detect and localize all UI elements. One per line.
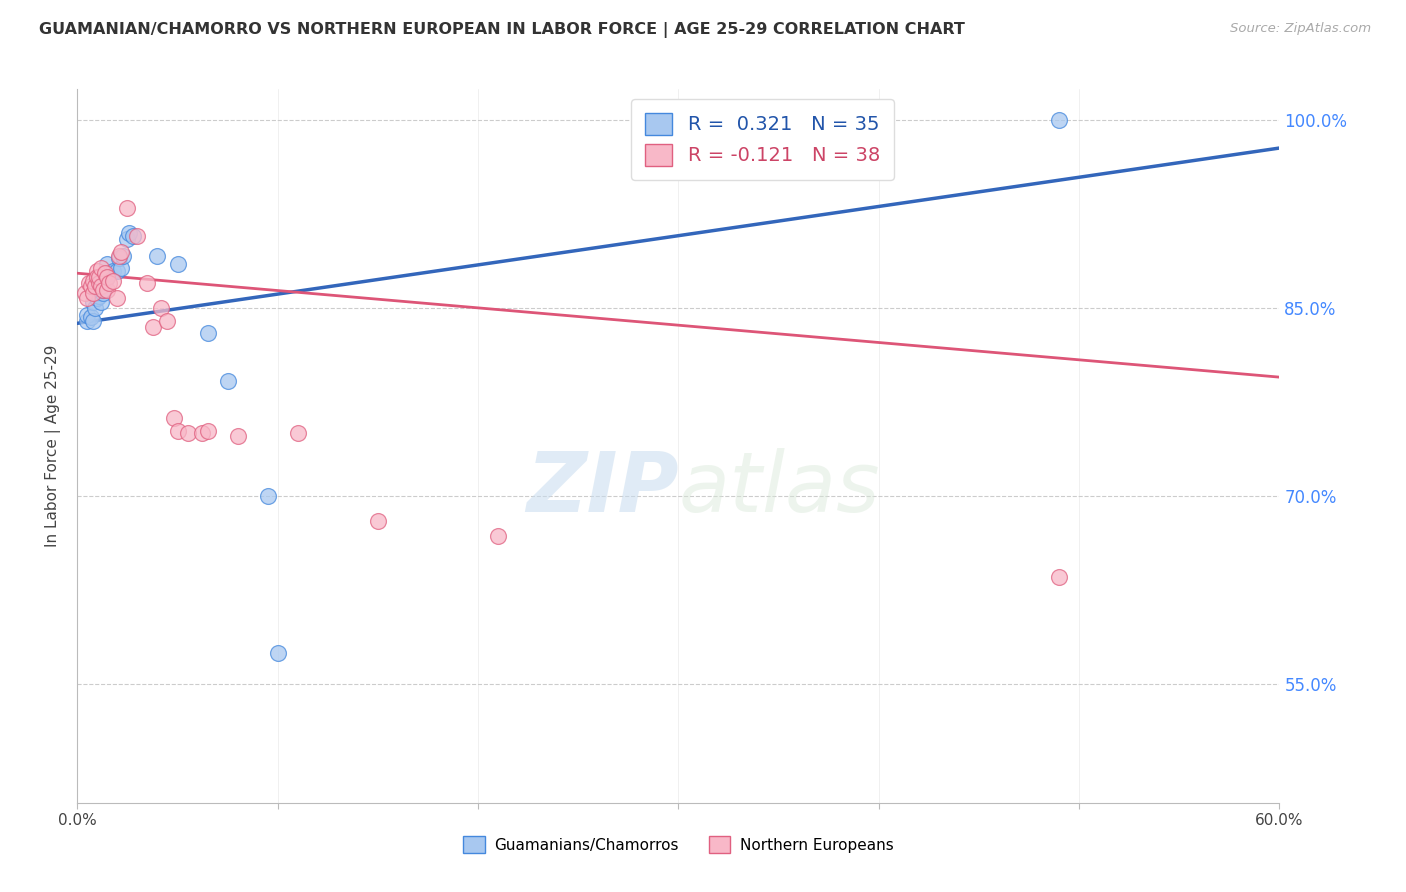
Point <box>98 277 121 291</box>
Point <box>136 277 159 291</box>
Point <box>176 426 198 441</box>
Point <box>267 646 290 660</box>
Point <box>103 274 125 288</box>
Point <box>96 270 118 285</box>
Point <box>96 257 118 271</box>
Point <box>166 424 188 438</box>
Point <box>117 232 139 246</box>
Point <box>86 270 108 285</box>
Point <box>486 529 509 543</box>
Point <box>98 266 121 280</box>
Point <box>127 228 149 243</box>
Point <box>117 201 139 215</box>
Point <box>94 274 117 288</box>
Point <box>79 277 101 291</box>
Point <box>156 314 179 328</box>
Point <box>90 261 112 276</box>
Point <box>107 264 129 278</box>
Point <box>217 374 239 388</box>
Point <box>82 286 104 301</box>
Point <box>82 295 104 310</box>
Point <box>190 426 212 441</box>
Point <box>90 278 112 293</box>
Text: atlas: atlas <box>679 449 880 529</box>
Point <box>84 278 107 293</box>
Point <box>166 257 188 271</box>
Point <box>287 426 309 441</box>
Point <box>89 270 111 285</box>
Point <box>367 514 389 528</box>
Point <box>197 326 219 341</box>
Text: GUAMANIAN/CHAMORRO VS NORTHERN EUROPEAN IN LABOR FORCE | AGE 25-29 CORRELATION C: GUAMANIAN/CHAMORRO VS NORTHERN EUROPEAN … <box>39 22 966 38</box>
Point <box>197 424 219 438</box>
Point <box>1047 113 1070 128</box>
Point <box>256 489 278 503</box>
Point <box>118 226 141 240</box>
Y-axis label: In Labor Force | Age 25-29: In Labor Force | Age 25-29 <box>45 345 62 547</box>
Point <box>96 283 118 297</box>
Point <box>76 308 98 322</box>
Text: Source: ZipAtlas.com: Source: ZipAtlas.com <box>1230 22 1371 36</box>
Point <box>89 277 111 291</box>
Point <box>103 264 125 278</box>
Point <box>80 278 103 293</box>
Point <box>84 301 107 316</box>
Point <box>76 314 98 328</box>
Point <box>107 291 129 305</box>
Point <box>82 314 104 328</box>
Point <box>82 274 104 288</box>
Point <box>90 278 112 293</box>
Point <box>82 286 104 301</box>
Point <box>110 244 132 259</box>
Point <box>93 286 115 301</box>
Point <box>108 249 131 263</box>
Point <box>146 249 169 263</box>
Point <box>142 320 165 334</box>
Point <box>86 286 108 301</box>
Point <box>162 411 184 425</box>
Point <box>86 264 108 278</box>
Point <box>150 301 173 316</box>
Point <box>86 291 108 305</box>
Point <box>76 291 98 305</box>
Point <box>89 289 111 303</box>
Point <box>80 310 103 324</box>
Point <box>226 429 249 443</box>
Point <box>86 277 108 291</box>
Legend: Guamanians/Chamorros, Northern Europeans: Guamanians/Chamorros, Northern Europeans <box>457 830 900 859</box>
Point <box>94 266 117 280</box>
Point <box>93 283 115 297</box>
Point <box>89 285 111 299</box>
Point <box>108 251 131 265</box>
Point <box>96 270 118 285</box>
Point <box>112 249 135 263</box>
Point <box>90 295 112 310</box>
Point <box>1047 570 1070 584</box>
Point <box>75 286 97 301</box>
Text: ZIP: ZIP <box>526 449 679 529</box>
Point <box>93 283 115 297</box>
Point <box>122 228 145 243</box>
Point <box>110 261 132 276</box>
